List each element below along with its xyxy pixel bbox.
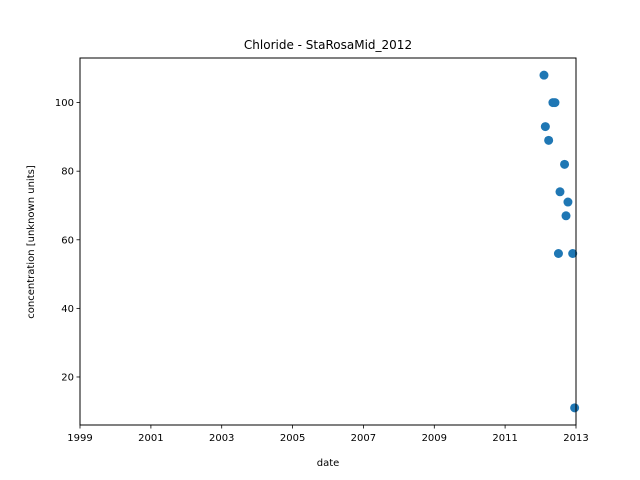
data-point <box>539 70 549 80</box>
data-point <box>550 98 560 108</box>
data-point <box>540 122 550 132</box>
data-point <box>555 187 565 197</box>
y-tick-label: 20 <box>61 372 74 383</box>
y-tick-label: 80 <box>61 167 74 178</box>
x-tick-label: 2009 <box>422 433 447 444</box>
data-point <box>563 197 573 207</box>
x-tick-label: 2013 <box>563 433 588 444</box>
plot-area: 1999 2001 2003 2005 2007 2009 2011 2013 20 40 60 80… <box>55 70 589 444</box>
x-tick-label: 2001 <box>138 433 163 444</box>
y-tick-label: 40 <box>61 304 74 315</box>
x-tick-label: 1999 <box>67 433 92 444</box>
data-point <box>544 135 554 145</box>
data-point <box>570 403 580 413</box>
y-tick-label: 60 <box>61 235 74 246</box>
y-tick-label: 100 <box>55 98 74 109</box>
data-point <box>553 249 563 259</box>
data-point <box>560 159 570 169</box>
axes-frame <box>79 57 577 426</box>
x-tick-label: 2003 <box>209 433 234 444</box>
x-tick-label: 2005 <box>280 433 305 444</box>
data-point <box>568 249 578 259</box>
x-tick-label: 2007 <box>351 433 376 444</box>
y-axis-label: concentration [unknown units] <box>26 165 37 319</box>
x-axis-label: date <box>317 458 340 469</box>
chart-title: Chloride - StaRosaMid_2012 <box>244 38 412 52</box>
data-point <box>561 211 571 221</box>
x-tick-label: 2011 <box>492 433 517 444</box>
